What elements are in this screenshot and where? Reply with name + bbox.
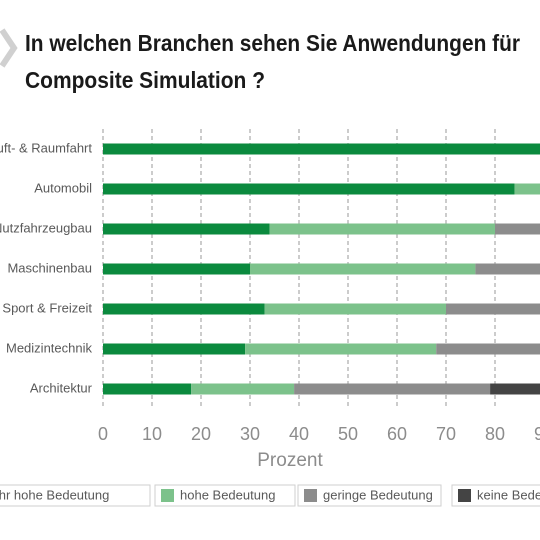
x-tick-label: 70 — [436, 424, 456, 444]
x-tick-label: 30 — [240, 424, 260, 444]
bar-segment — [103, 303, 265, 315]
bar-segment — [475, 263, 540, 275]
y-tick-label: Sport & Freizeit — [2, 300, 92, 315]
x-tick-label: 80 — [485, 424, 505, 444]
legend-label: geringe Bedeutung — [323, 487, 433, 502]
bar-segment — [495, 223, 540, 235]
x-tick-label: 50 — [338, 424, 358, 444]
y-tick-label: Luft- & Raumfahrt — [0, 140, 92, 155]
bar-segment — [103, 223, 270, 235]
bar-segment — [436, 343, 540, 355]
title-chevron — [0, 28, 18, 68]
legend-swatch — [161, 489, 174, 502]
x-tick-label: 60 — [387, 424, 407, 444]
legend-box — [154, 484, 296, 507]
y-tick-label: Medizintechnik — [6, 340, 92, 355]
x-tick-label: 20 — [191, 424, 211, 444]
bar-segment — [250, 263, 476, 275]
legend-label: keine Bedeutung — [477, 487, 540, 502]
bar-segment — [514, 183, 540, 195]
legend-box — [297, 484, 442, 507]
bar-segment — [103, 183, 515, 195]
legend-swatch — [304, 489, 317, 502]
bar-segment — [264, 303, 446, 315]
x-tick-label: 90 — [534, 424, 540, 444]
y-tick-label: Architektur — [30, 380, 93, 395]
bar-segment — [490, 383, 540, 395]
x-tick-label: 0 — [98, 424, 108, 444]
bar-segment — [245, 343, 437, 355]
bar-segment — [294, 383, 491, 395]
legend-box — [0, 484, 151, 507]
bar-segment — [446, 303, 540, 315]
bar-segment — [191, 383, 295, 395]
bar-segment — [103, 343, 246, 355]
legend-swatch — [458, 489, 471, 502]
chart-title: Composite Simulation ? — [25, 67, 265, 93]
legend-label: hohe Bedeutung — [180, 487, 275, 502]
bar-segment — [103, 263, 250, 275]
bar-segment — [269, 223, 495, 235]
bar-segment — [103, 383, 192, 395]
y-tick-label: Maschinenbau — [7, 260, 92, 275]
y-tick-label: Nutzfahrzeugbau — [0, 220, 92, 235]
x-tick-label: 10 — [142, 424, 162, 444]
y-tick-label: Automobil — [34, 180, 92, 195]
x-axis-label: Prozent — [257, 450, 323, 471]
x-tick-label: 40 — [289, 424, 309, 444]
bar-segment — [103, 143, 540, 155]
legend-box — [451, 484, 540, 507]
legend-label: sehr hohe Bedeutung — [0, 487, 109, 502]
chart-title: In welchen Branchen sehen Sie Anwendunge… — [25, 30, 520, 56]
